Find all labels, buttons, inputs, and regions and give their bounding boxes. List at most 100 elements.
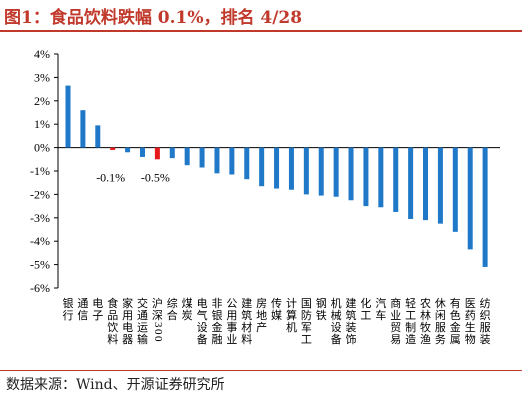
- y-tick-label: 0%: [34, 141, 50, 155]
- x-tick-label-char: 金: [211, 320, 222, 334]
- y-tick-label: 4%: [34, 47, 50, 61]
- bar-4: [125, 147, 131, 153]
- x-tick-label-char: 交: [137, 296, 148, 310]
- x-tick-label: 传媒: [271, 297, 282, 322]
- bar-10: [214, 147, 220, 174]
- x-tick-label-char: 工: [301, 333, 312, 346]
- bar-28: [482, 147, 488, 267]
- bar-1: [80, 110, 86, 148]
- bar-7: [169, 147, 175, 159]
- x-tick-label-char: 金: [450, 320, 461, 334]
- x-tick-label-char: 军: [301, 321, 312, 334]
- bar-12: [244, 147, 250, 180]
- x-tick-label-char: 牧: [420, 320, 431, 334]
- bar-19: [348, 147, 354, 201]
- x-tick-label-char: 钢: [316, 297, 327, 310]
- x-tick-label-char: 设: [331, 321, 342, 334]
- x-tick-label-char: 纺: [480, 296, 491, 310]
- y-axis: 4% 3% 2% 1% 0% -1% -2% -3% -4% -5% -6%: [30, 47, 500, 295]
- x-tick-label-char: 家: [122, 296, 133, 310]
- x-tick-label-char: 设: [197, 321, 208, 334]
- x-tick-label-char: 有: [450, 296, 461, 310]
- x-tick-label-char: 休: [435, 297, 446, 310]
- x-tick-label-char: 铁: [316, 309, 327, 322]
- bar-chart: 4%3%2%1%0%-1%-2%-3%-4%-5%-6% 银行通信电子食品饮料家…: [30, 47, 500, 346]
- x-tick-label-char: 计: [286, 297, 297, 310]
- x-tick-label-char: 业: [226, 333, 237, 346]
- x-tick-label-char: 算: [286, 308, 297, 322]
- x-tick-label-char: 备: [331, 332, 342, 346]
- y-tick-label: -3%: [30, 211, 50, 225]
- y-tick-label: -5%: [30, 258, 50, 272]
- x-axis-labels: 银行通信电子食品饮料家用电器交通运输沪深300综合煤炭电气设备非银金融公用事业建…: [63, 296, 491, 346]
- x-tick-label-char: 商: [390, 296, 401, 310]
- x-tick-label-char: 行: [63, 309, 74, 322]
- y-tick-label: 2%: [34, 94, 50, 108]
- x-tick-label-char: 工: [405, 309, 416, 322]
- x-tick-label-char: 用: [122, 309, 133, 322]
- x-tick-label-char: 渔: [420, 333, 431, 346]
- x-tick-label-char: 轻: [405, 296, 416, 310]
- x-tick-label-char: 药: [465, 309, 476, 322]
- bar-22: [393, 147, 399, 212]
- bar-13: [259, 147, 265, 187]
- x-tick-label-char: 3: [152, 322, 164, 328]
- x-tick-label-char: 机: [331, 296, 342, 310]
- x-tick-label-char: 用: [226, 309, 237, 322]
- x-tick-label-char: 械: [331, 308, 342, 322]
- x-tick-label-char: 公: [226, 297, 237, 310]
- bar-24: [423, 147, 429, 221]
- bar-3: [110, 147, 116, 150]
- x-tick-label-char: 电: [197, 297, 208, 310]
- x-tick-label: 通信: [77, 297, 88, 322]
- bar-16: [303, 147, 309, 195]
- y-tick-label: -6%: [30, 281, 50, 295]
- x-tick-label-char: 银: [211, 308, 222, 322]
- x-tick-label-char: 装: [480, 333, 491, 346]
- bar-2: [95, 125, 101, 148]
- x-tick-label-char: 融: [211, 333, 222, 346]
- bar-11: [229, 147, 235, 175]
- x-tick-label-char: 物: [465, 332, 476, 346]
- x-tick-label-char: 非: [211, 297, 222, 310]
- x-tick-label-char: 饮: [107, 321, 118, 334]
- x-tick-label: 综合: [167, 296, 178, 322]
- title-divider: [0, 30, 522, 32]
- x-tick-label-char: 林: [420, 308, 431, 322]
- x-tick-label-char: 生: [465, 320, 476, 334]
- x-tick-label-char: 业: [390, 309, 401, 322]
- x-tick-label-char: 制: [405, 321, 416, 334]
- bar-5: [139, 147, 145, 157]
- x-tick-label-char: 农: [420, 296, 431, 310]
- x-tick-label-char: 防: [301, 308, 312, 322]
- x-tick-label-char: 服: [480, 321, 491, 334]
- y-tick-label: 1%: [34, 117, 50, 131]
- x-tick-label-char: 传: [271, 297, 282, 310]
- x-tick-label-char: 炭: [182, 309, 193, 322]
- x-tick-label-char: 建: [241, 296, 252, 310]
- annotation-label: -0.1%: [96, 171, 125, 185]
- x-tick-label: 计算机: [286, 297, 297, 334]
- x-tick-label-char: 料: [241, 332, 252, 346]
- x-tick-label-char: 产: [256, 320, 267, 334]
- bar-23: [408, 147, 414, 219]
- x-tick-label-char: 筑: [241, 308, 252, 322]
- bar-8: [184, 147, 190, 166]
- x-tick-label-char: 建: [346, 296, 357, 310]
- x-tick-label-char: 贸: [390, 321, 401, 334]
- x-tick-label: 电子: [92, 297, 103, 322]
- x-tick-label-char: 电: [92, 297, 103, 310]
- x-tick-label-char: 信: [77, 309, 88, 322]
- x-tick-label-char: 子: [92, 309, 103, 322]
